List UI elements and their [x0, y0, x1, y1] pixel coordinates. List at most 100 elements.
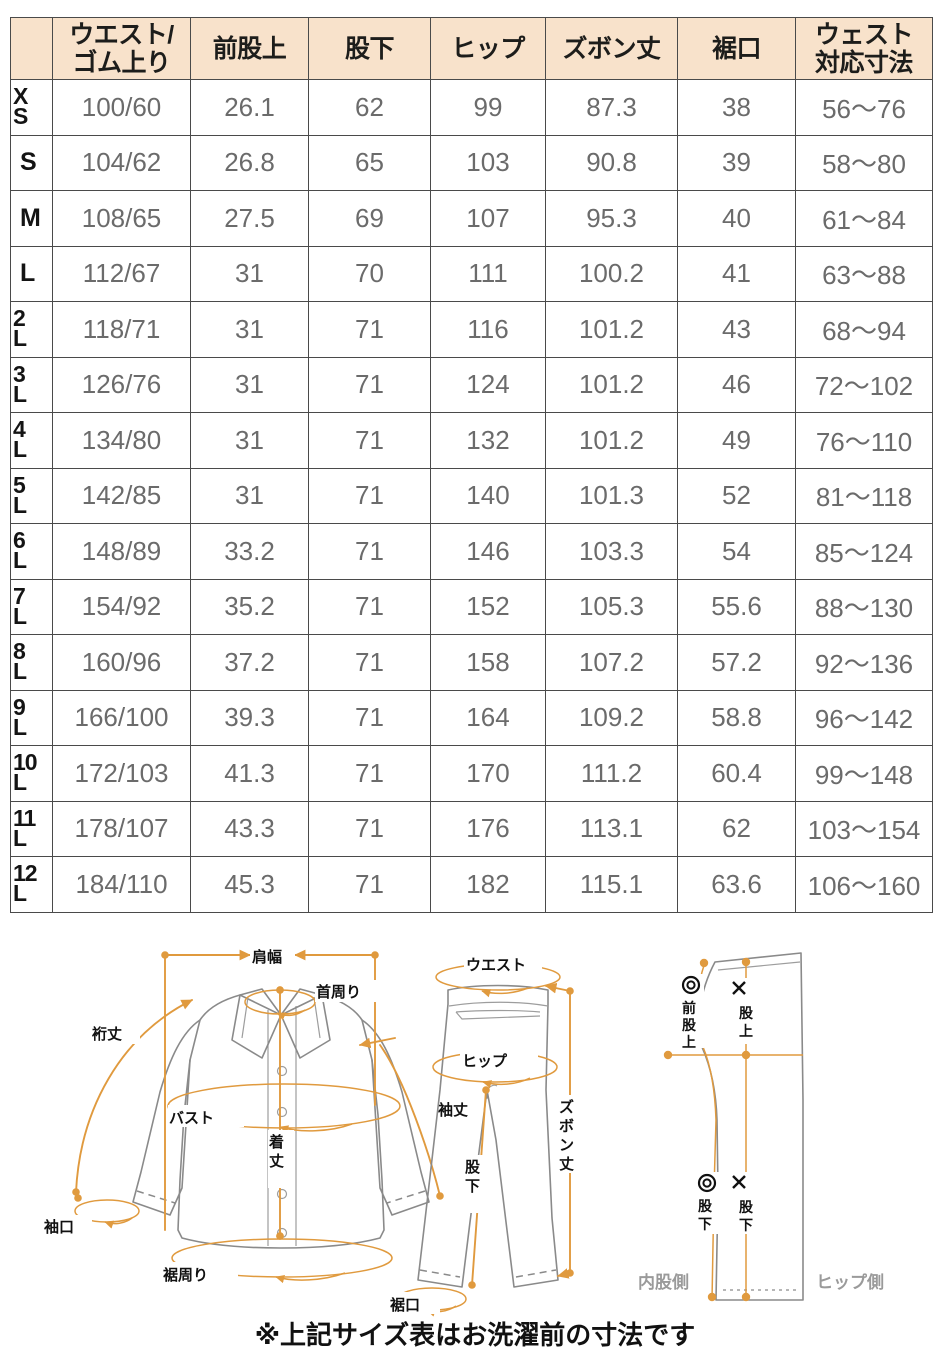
table-cell: 31 — [190, 467, 309, 524]
table-cell: 63〜88 — [795, 245, 933, 302]
header-line-1: ヒップ — [451, 34, 525, 63]
size-label-part: L — [13, 325, 27, 352]
table-cell: 45.3 — [190, 856, 309, 913]
table-cell: 71 — [308, 356, 431, 413]
table-cell: 39 — [677, 134, 796, 191]
table-cell: 113.1 — [545, 800, 678, 857]
label-shoulder-width: 肩幅 — [252, 948, 282, 966]
table-cell: 37.2 — [190, 634, 309, 691]
label-pants-length-2: ボ — [559, 1118, 574, 1135]
header-line-1: 股下 — [344, 34, 395, 63]
table-cell: 43.3 — [190, 800, 309, 857]
table-cell: 71 — [308, 301, 431, 358]
table-cell: 154/92 — [52, 578, 191, 635]
table-cell: 62 — [308, 79, 431, 136]
table-cell: 184/110 — [52, 856, 191, 913]
table-row: 4 L 134/80 31 71 132 101.2 49 76〜110 — [10, 412, 933, 469]
annotation-pants-length: ズ ボ ン 丈 — [545, 982, 584, 1279]
table-cell: 134/80 — [52, 412, 191, 469]
table-cell: 56〜76 — [795, 79, 933, 136]
table-cell: 61〜84 — [795, 190, 933, 247]
table-cell: 60.4 — [677, 745, 796, 802]
table-header-hem-opening: 裾口 — [677, 17, 796, 80]
table-row: 3 L 126/76 31 71 124 101.2 46 72〜102 — [10, 356, 933, 413]
table-cell: 170 — [430, 745, 546, 802]
table-cell: 69 — [308, 190, 431, 247]
table-cell: 101.2 — [545, 356, 678, 413]
table-cell: 40 — [677, 190, 796, 247]
table-cell: 31 — [190, 356, 309, 413]
label-body-length-1: 着 — [268, 1133, 284, 1151]
table-row: 6 L 148/89 33.2 71 146 103.3 54 85〜124 — [10, 523, 933, 580]
table-cell: 152 — [430, 578, 546, 635]
table-cell: 103〜154 — [795, 800, 933, 857]
table-cell: 103.3 — [545, 523, 678, 580]
table-cell: 62 — [677, 800, 796, 857]
label-inseam-circle-1: 股 — [698, 1198, 713, 1214]
size-label-cell: 12 L — [10, 856, 53, 913]
size-table: ウエスト/ ゴム上り 前股上 股下 ヒップ ズボン丈 — [10, 17, 933, 913]
label-inner-thigh-side: 内股側 — [638, 1272, 689, 1292]
table-cell: 166/100 — [52, 689, 191, 746]
label-sleeve-length: 袖丈 — [438, 1101, 468, 1119]
annotation-cuff: 袖口 — [42, 1194, 140, 1237]
table-cell: 108/65 — [52, 190, 191, 247]
size-label: S — [20, 148, 37, 176]
table-cell: 71 — [308, 745, 431, 802]
annotation-hem-opening: 裾口 — [388, 1287, 467, 1317]
table-cell: 71 — [308, 634, 431, 691]
table-cell: 160/96 — [52, 634, 191, 691]
size-label-part: 3 — [13, 360, 26, 387]
header-line-1: ズボン丈 — [562, 34, 661, 63]
table-cell: 26.1 — [190, 79, 309, 136]
size-label-part: S — [13, 103, 28, 130]
table-cell: 116 — [430, 301, 546, 358]
label-inseam-circle-2: 下 — [698, 1216, 712, 1232]
pants-diagram: ウエスト ヒップ ズ ボ — [388, 952, 584, 1317]
size-label-part: 8 — [13, 638, 26, 665]
label-cuff: 袖口 — [44, 1218, 74, 1236]
table-cell: 71 — [308, 800, 431, 857]
table-cell: 142/85 — [52, 467, 191, 524]
size-label-part: 2 — [13, 305, 26, 332]
label-hip: ヒップ — [462, 1053, 508, 1070]
label-neck: 首周り — [316, 983, 361, 1001]
table-cell: 176 — [430, 800, 546, 857]
table-cell: 31 — [190, 245, 309, 302]
size-label-part: L — [13, 491, 27, 518]
table-cell: 99 — [430, 79, 546, 136]
table-cell: 39.3 — [190, 689, 309, 746]
leg-detail-diagram: 前 股 上 股 上 股 下 — [638, 952, 884, 1302]
size-label-part: L — [13, 880, 27, 907]
table-cell: 49 — [677, 412, 796, 469]
header-line-1: 前股上 — [212, 34, 287, 63]
table-header-hip: ヒップ — [430, 17, 546, 80]
table-cell: 126/76 — [52, 356, 191, 413]
table-cell: 96〜142 — [795, 689, 933, 746]
size-label-cell: 10 L — [10, 745, 53, 802]
table-cell: 71 — [308, 412, 431, 469]
table-row: 10 L 172/103 41.3 71 170 111.2 60.4 99〜148 — [10, 745, 933, 802]
table-cell: 85〜124 — [795, 523, 933, 580]
size-label-part: 9 — [13, 693, 26, 720]
table-cell: 55.6 — [677, 578, 796, 635]
annotation-inseam-cross: 股 下 — [732, 1172, 762, 1234]
table-cell: 52 — [677, 467, 796, 524]
table-cell: 132 — [430, 412, 546, 469]
size-label-cell: 11 L — [10, 800, 53, 857]
table-header-waist-fit: ウェスト 対応寸法 — [795, 17, 933, 80]
table-cell: 88〜130 — [795, 578, 933, 635]
table-cell: 101.2 — [545, 412, 678, 469]
table-row: 9 L 166/100 39.3 71 164 109.2 58.8 96〜142 — [10, 689, 933, 746]
table-cell: 46 — [677, 356, 796, 413]
table-cell: 76〜110 — [795, 412, 933, 469]
table-cell: 41 — [677, 245, 796, 302]
header-line-1: ウェスト — [814, 20, 914, 49]
annotation-inseam: 股 下 — [464, 1086, 490, 1289]
wash-note-text: ※上記サイズ表はお洗濯前の寸法です — [254, 1320, 696, 1350]
label-pants-length-4: 丈 — [559, 1156, 574, 1173]
table-cell: 107.2 — [545, 634, 678, 691]
